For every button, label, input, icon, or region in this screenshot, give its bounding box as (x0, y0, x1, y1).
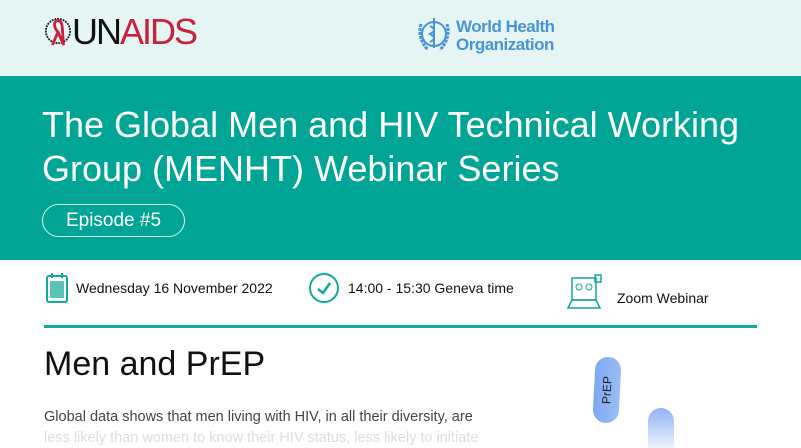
who-logo-line1: World Health (456, 17, 555, 36)
unaids-logo-un: UN (72, 11, 122, 52)
who-emblem-icon (418, 18, 450, 52)
body-text-line: Global data shows that men living with H… (44, 409, 473, 425)
body-text-line-faded: less likely than women to know their HIV… (44, 430, 479, 446)
episode-badge: Episode #5 (42, 204, 185, 237)
event-venue: Zoom Webinar (617, 290, 709, 306)
prep-pill-image-2 (648, 408, 674, 448)
clock-icon (309, 273, 339, 303)
unaids-logo-aids: AIDS (120, 11, 198, 52)
venue-info: Zoom Webinar (567, 274, 709, 312)
page-title: The Global Men and HIV Technical Working… (42, 104, 740, 189)
calendar-icon (46, 273, 68, 303)
prep-pill-image: PrEP (592, 356, 622, 424)
event-time: 14:00 - 15:30 Geneva time (348, 280, 514, 296)
date-info: Wednesday 16 November 2022 (46, 272, 273, 304)
prep-pill-label: PrEP (599, 375, 615, 405)
section-heading: Men and PrEP (44, 345, 266, 383)
title-banner (0, 76, 801, 260)
divider (44, 325, 757, 328)
unaids-logo: UN AIDS (44, 11, 198, 52)
who-logo-line2: Organization (456, 35, 554, 54)
time-info: 14:00 - 15:30 Geneva time (308, 272, 514, 304)
video-call-icon (567, 274, 602, 309)
event-date: Wednesday 16 November 2022 (76, 280, 273, 296)
who-logo: World Health Organization (416, 14, 555, 58)
un-emblem-icon (44, 18, 72, 46)
logo-header: UN AIDS World Health Organization (0, 0, 801, 76)
